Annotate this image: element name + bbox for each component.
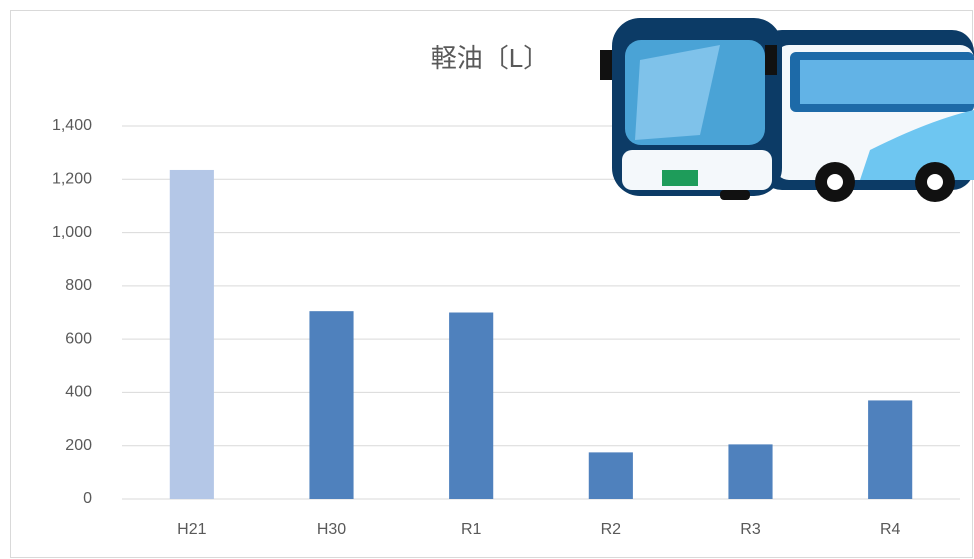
bar <box>868 400 913 499</box>
x-tick-label: R1 <box>461 521 482 538</box>
x-tick-label: H21 <box>177 521 206 538</box>
chart-title: 軽油〔L〕 <box>431 43 549 73</box>
bar <box>169 169 214 500</box>
y-tick-label: 600 <box>65 330 92 347</box>
y-tick-label: 200 <box>65 437 92 454</box>
y-tick-label: 1,200 <box>52 171 92 188</box>
bar <box>309 311 354 499</box>
bar <box>588 452 633 499</box>
bar <box>728 444 773 499</box>
y-tick-label: 1,400 <box>52 117 92 134</box>
bus-illustration <box>600 18 974 202</box>
x-tick-label: R3 <box>740 521 761 538</box>
y-tick-label: 400 <box>65 384 92 401</box>
bar <box>449 312 494 499</box>
y-tick-label: 800 <box>65 277 92 294</box>
y-tick-label: 0 <box>83 490 92 507</box>
plot-area: 0 200 400 600 800 1,000 1,200 1,400 H21 H30 R1 R2 R3… <box>52 117 960 538</box>
x-tick-label: H30 <box>317 521 346 538</box>
x-tick-label: R2 <box>601 521 622 538</box>
y-tick-label: 1,000 <box>52 224 92 241</box>
x-tick-label: R4 <box>880 521 901 538</box>
